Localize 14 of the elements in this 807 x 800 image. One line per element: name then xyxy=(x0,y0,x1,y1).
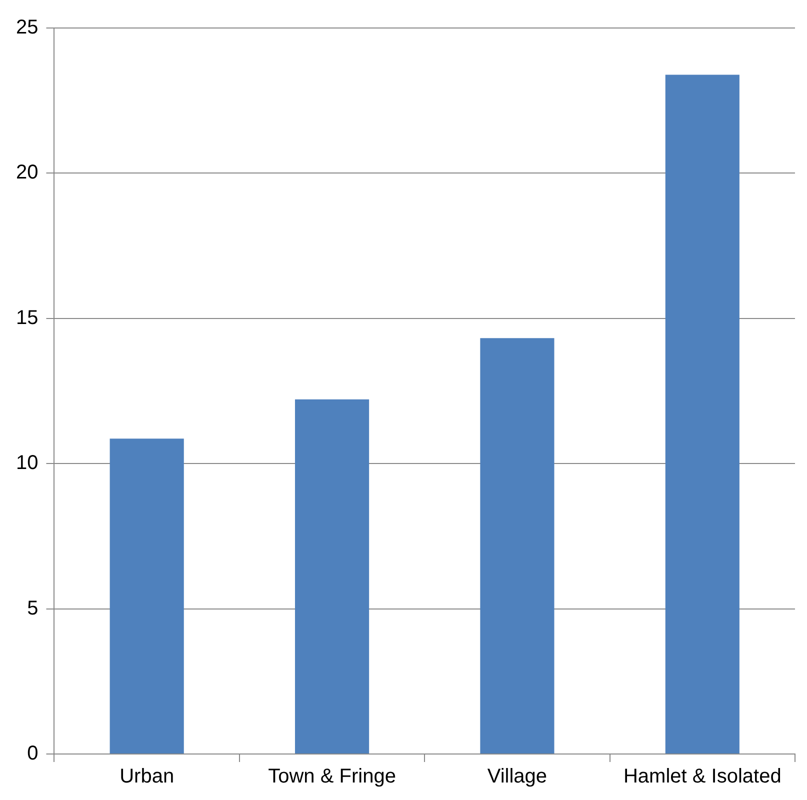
bar xyxy=(294,399,370,754)
y-tick-label: 0 xyxy=(27,742,38,765)
y-tick-label: 15 xyxy=(16,306,38,329)
x-tick-label: Hamlet & Isolated xyxy=(623,766,782,788)
x-tick-label: Town & Fringe xyxy=(268,766,396,788)
y-tick-label: 10 xyxy=(16,452,38,474)
bar xyxy=(665,74,740,754)
bar xyxy=(110,438,184,754)
y-tick-label: 20 xyxy=(16,162,38,184)
y-tick-label: 5 xyxy=(27,597,38,620)
x-tick-label: Village xyxy=(487,766,548,788)
x-tick-label: Urban xyxy=(120,766,174,788)
y-tick-label: 25 xyxy=(16,16,38,39)
bar xyxy=(480,338,554,754)
